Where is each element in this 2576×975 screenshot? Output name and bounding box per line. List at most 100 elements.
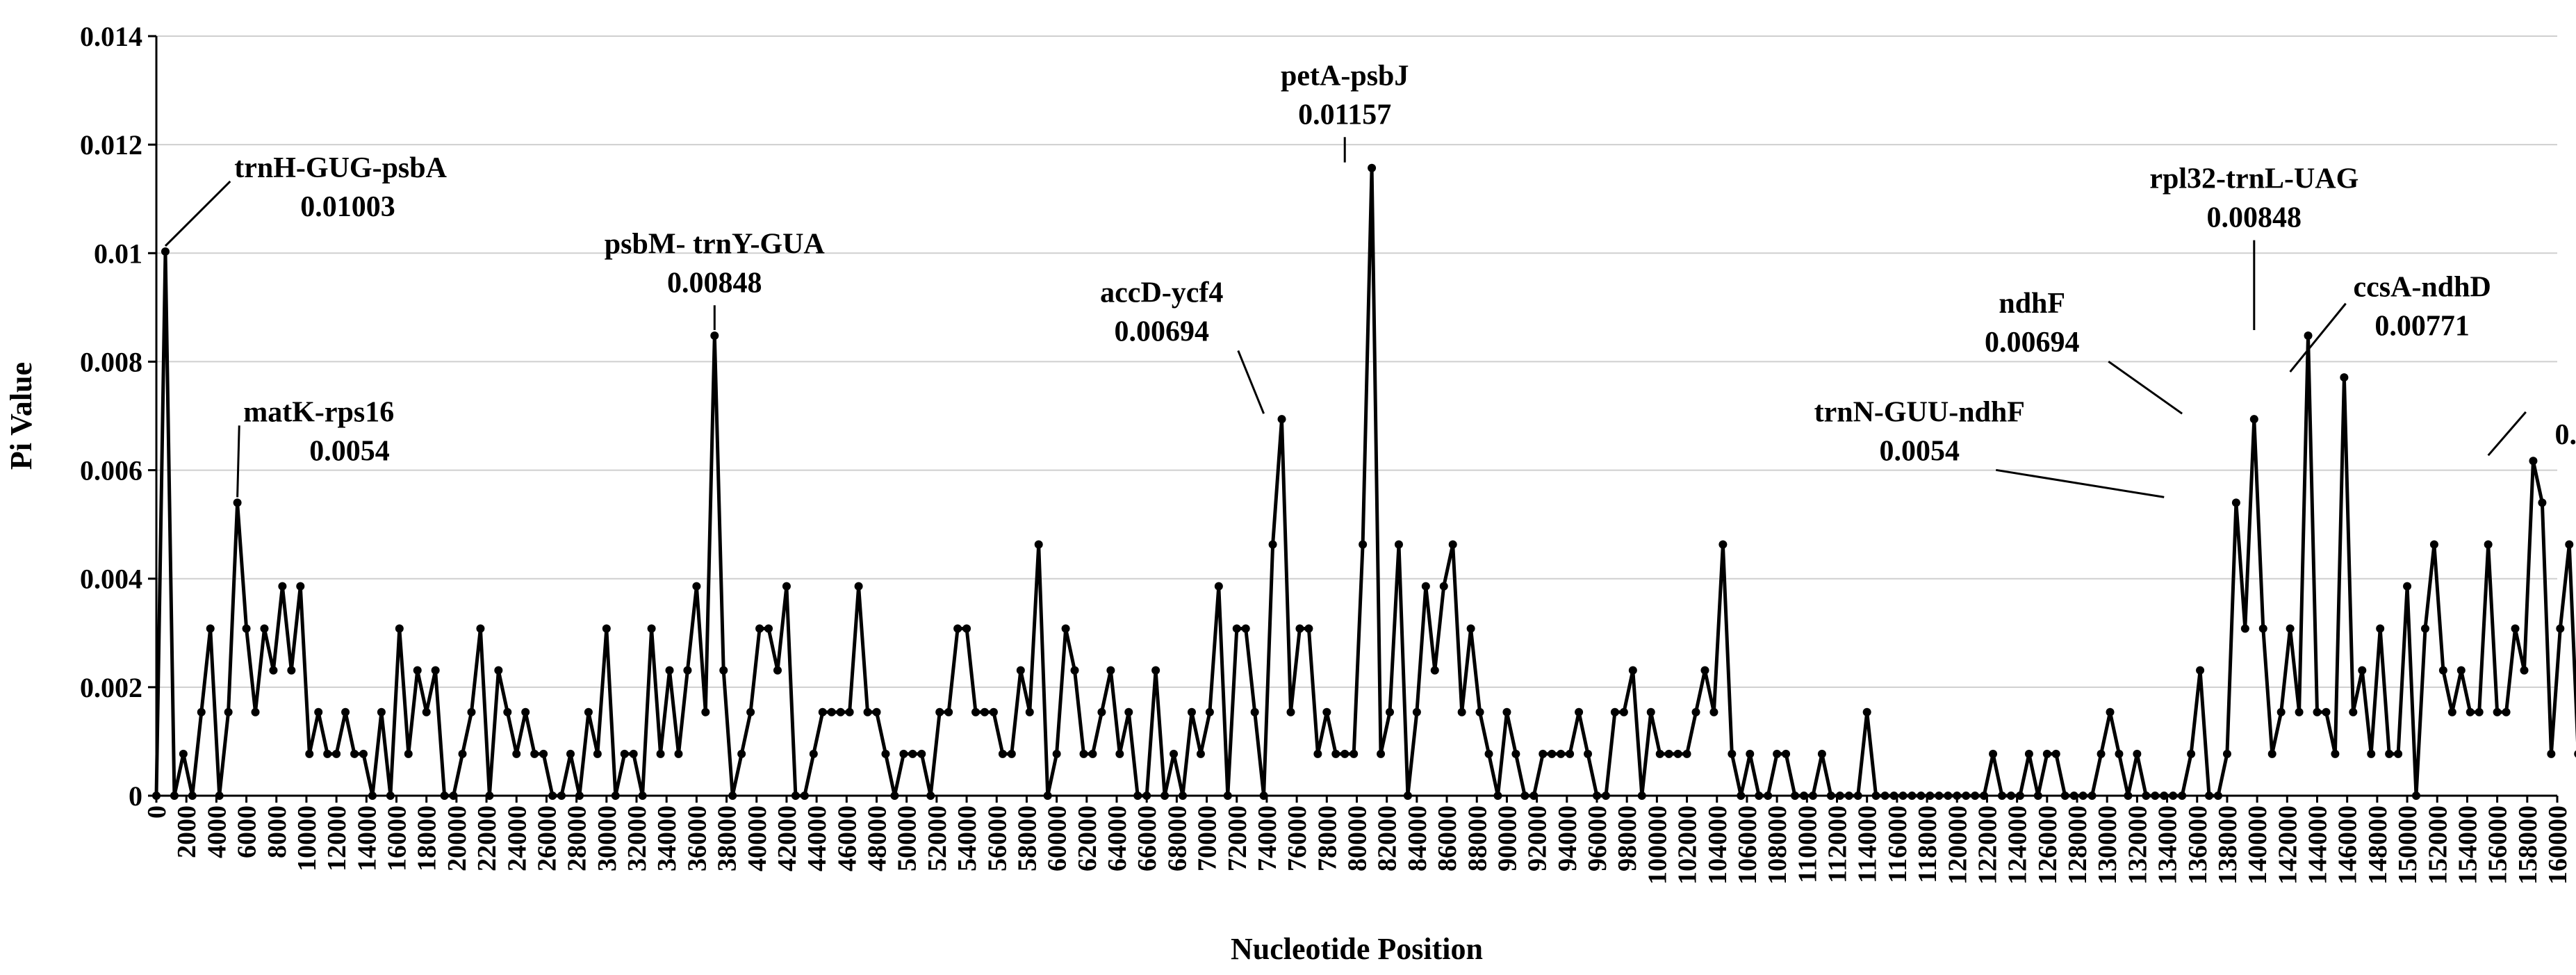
- data-point: [1250, 707, 1259, 716]
- data-point: [1170, 749, 1179, 758]
- data-point: [1052, 749, 1061, 758]
- data-point: [2160, 792, 2169, 800]
- data-point: [305, 749, 314, 758]
- y-tick-label: 0.002: [80, 672, 142, 703]
- data-point: [1196, 749, 1205, 758]
- data-point: [1664, 749, 1673, 758]
- data-point: [1539, 749, 1548, 758]
- data-point: [242, 624, 251, 633]
- data-point: [287, 666, 296, 675]
- data-point: [2358, 666, 2367, 675]
- data-point: [2142, 792, 2151, 800]
- x-tick-label: 76000: [1283, 805, 1312, 871]
- x-tick-label: 66000: [1133, 805, 1162, 871]
- data-point: [1826, 792, 1835, 800]
- x-tick-label: 106000: [1733, 805, 1762, 885]
- x-tick-label: 20000: [443, 805, 472, 871]
- data-point: [530, 749, 539, 758]
- data-point: [1898, 792, 1908, 800]
- data-point: [980, 707, 989, 716]
- data-point: [881, 749, 890, 758]
- annotation-labels: trnH-GUG-psbA 0.01003 matK-rps16 0.0054 psbM…: [234, 60, 2576, 467]
- data-point: [989, 707, 998, 716]
- data-point: [2151, 792, 2160, 800]
- data-point: [1457, 707, 1466, 716]
- data-point: [1862, 707, 1871, 716]
- data-point: [1187, 707, 1196, 716]
- data-point: [1430, 666, 1439, 675]
- y-tick-label: 0.004: [80, 564, 142, 595]
- data-point: [1520, 792, 1529, 800]
- x-tick-label: 16000: [383, 805, 412, 871]
- data-point: [2015, 792, 2024, 800]
- data-point: [1394, 540, 1403, 549]
- annotation-leader-line: [164, 180, 231, 247]
- data-point: [2456, 666, 2466, 675]
- y-tick-label: 0.012: [80, 129, 142, 161]
- data-point: [1709, 707, 1718, 716]
- data-point: [161, 247, 170, 256]
- x-tick-label: 124000: [2003, 805, 2033, 885]
- x-tick-label: 94000: [1553, 805, 1582, 871]
- data-point: [1313, 749, 1322, 758]
- data-point: [2376, 624, 2385, 633]
- data-point: [2087, 792, 2097, 800]
- x-tick-label: 72000: [1223, 805, 1252, 871]
- data-point: [413, 666, 422, 675]
- data-point: [2574, 750, 2576, 757]
- data-point: [512, 749, 521, 758]
- data-point: [1880, 792, 1889, 800]
- data-point: [1502, 707, 1511, 716]
- data-point: [1746, 749, 1755, 758]
- x-tick-label: 10000: [293, 805, 322, 871]
- data-point: [197, 707, 206, 716]
- annotation-value: 0.00617: [2555, 419, 2576, 451]
- data-point: [1377, 749, 1386, 758]
- data-point: [2420, 624, 2429, 633]
- data-point: [1106, 666, 1115, 675]
- x-tick-label: 148000: [2363, 805, 2393, 885]
- x-tick-label: 42000: [773, 805, 802, 871]
- x-tick-label: 12000: [322, 805, 352, 871]
- data-point: [1575, 707, 1584, 716]
- data-point: [2538, 498, 2547, 507]
- data-point: [1700, 666, 1709, 675]
- annotation-leaders: [164, 137, 2527, 498]
- data-point: [1142, 792, 1151, 800]
- x-tick-label: 70000: [1193, 805, 1222, 871]
- data-point: [557, 792, 566, 800]
- data-point: [2412, 792, 2421, 800]
- data-point: [2331, 749, 2340, 758]
- data-point: [2240, 624, 2249, 633]
- x-tick-label: 92000: [1523, 805, 1552, 871]
- data-point: [2097, 749, 2106, 758]
- data-point: [404, 749, 413, 758]
- data-point: [1980, 792, 1989, 800]
- data-point: [1079, 749, 1088, 758]
- annotation-value: 0.0054: [1880, 435, 1960, 467]
- data-point: [1799, 792, 1808, 800]
- data-point: [2033, 792, 2042, 800]
- y-tick-label: 0.01: [94, 238, 142, 269]
- x-tick-label: 110000: [1793, 805, 1822, 883]
- annotation-name: trnH-GUG-psbA: [234, 152, 447, 184]
- annotation-value: 0.00771: [2374, 311, 2470, 343]
- data-point: [872, 707, 881, 716]
- data-point: [1070, 666, 1079, 675]
- data-point: [1962, 792, 1971, 800]
- data-point: [2502, 707, 2511, 716]
- data-point: [1304, 624, 1313, 633]
- data-point: [782, 582, 791, 591]
- data-point: [1025, 707, 1034, 716]
- data-point: [656, 749, 665, 758]
- data-point: [1386, 707, 1395, 716]
- data-point: [476, 624, 485, 633]
- x-tick-label: 46000: [832, 805, 862, 871]
- x-tick-label: 2000: [172, 805, 202, 858]
- data-point: [719, 666, 728, 675]
- data-point: [602, 624, 611, 633]
- data-point: [1368, 163, 1377, 172]
- data-point: [809, 749, 818, 758]
- data-point: [728, 792, 737, 800]
- data-point: [998, 749, 1007, 758]
